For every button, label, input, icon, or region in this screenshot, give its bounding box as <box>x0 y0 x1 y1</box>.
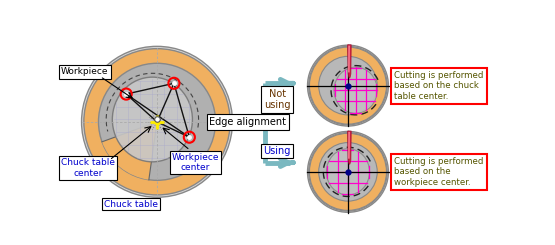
Circle shape <box>310 47 386 124</box>
Polygon shape <box>347 45 351 78</box>
Circle shape <box>307 131 388 212</box>
Circle shape <box>309 133 387 211</box>
Circle shape <box>319 143 377 201</box>
Text: Chuck table: Chuck table <box>104 200 158 209</box>
Ellipse shape <box>112 77 193 162</box>
Circle shape <box>82 46 233 197</box>
Circle shape <box>309 46 387 125</box>
Circle shape <box>84 49 230 195</box>
Text: Chuck table
center: Chuck table center <box>60 158 115 178</box>
Circle shape <box>319 56 377 115</box>
Ellipse shape <box>326 149 370 195</box>
Text: Workpiece
center: Workpiece center <box>171 153 219 172</box>
Circle shape <box>98 63 215 180</box>
Polygon shape <box>347 131 351 164</box>
Text: Using: Using <box>264 146 291 156</box>
Wedge shape <box>102 122 157 180</box>
Ellipse shape <box>334 67 377 113</box>
Text: Cutting is performed
based on the
workpiece center.: Cutting is performed based on the workpi… <box>394 157 483 187</box>
Text: Workpiece: Workpiece <box>61 67 108 76</box>
Text: Edge alignment: Edge alignment <box>209 117 286 127</box>
Circle shape <box>307 45 388 126</box>
Text: Cutting is performed
based on the chuck
table center.: Cutting is performed based on the chuck … <box>394 71 483 100</box>
Text: Not
using: Not using <box>264 89 290 110</box>
Circle shape <box>310 133 386 210</box>
